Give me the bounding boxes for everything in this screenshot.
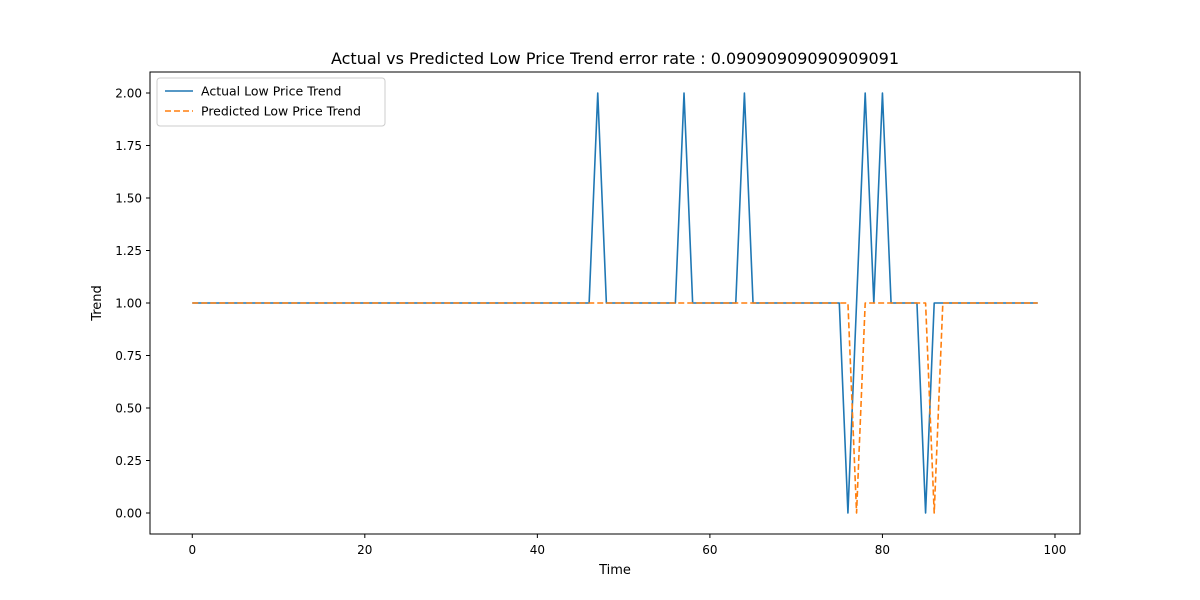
x-axis-label: Time [598,563,631,578]
y-tick-label: 0.25 [115,454,142,468]
plot-lines [192,92,1038,514]
legend-label: Actual Low Price Trend [201,84,341,99]
y-tick-label: 2.00 [115,87,142,101]
y-tick-label: 1.75 [115,139,142,153]
x-tick-label: 40 [530,543,545,557]
y-tick-label: 0.00 [115,507,142,521]
x-tick-label: 60 [702,543,717,557]
x-tick-label: 80 [875,543,890,557]
y-axis-ticks: 0.00 0.25 0.50 0.75 1.00 1.25 1.50 1.75 2.00 [115,87,150,521]
y-tick-label: 0.75 [115,349,142,363]
legend-box [156,77,386,127]
x-tick-label: 20 [357,543,372,557]
y-tick-label: 1.25 [115,244,142,258]
legend: Actual Low Price Trend Predicted Low Pric… [156,77,386,127]
y-tick-label: 1.00 [115,297,142,311]
y-tick-label: 0.50 [115,402,142,416]
series-line-predicted [192,302,1038,514]
chart-title: Actual vs Predicted Low Price Trend erro… [331,49,899,68]
y-axis-label: Trend [90,285,105,322]
x-tick-label: 0 [188,543,196,557]
x-tick-label: 100 [1044,543,1067,557]
legend-label: Predicted Low Price Trend [201,104,361,119]
y-tick-label: 1.50 [115,192,142,206]
x-axis-ticks: 0 20 40 60 80 100 [188,534,1066,557]
